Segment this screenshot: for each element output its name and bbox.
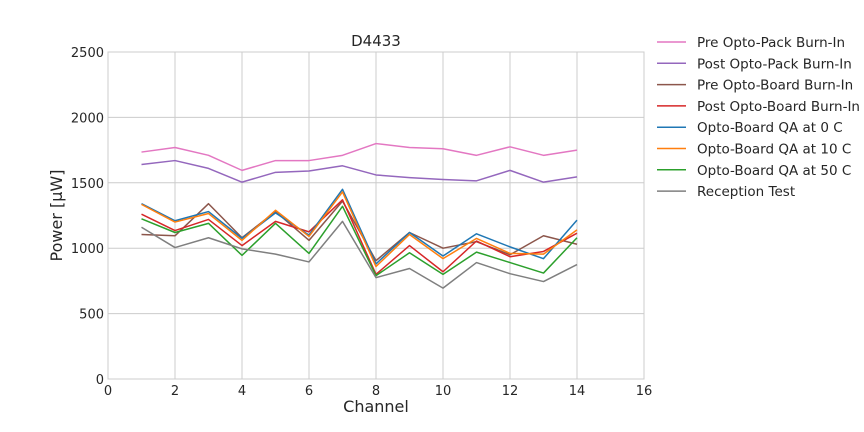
legend: Pre Opto-Pack Burn-In Post Opto-Pack Burn… <box>657 35 860 200</box>
x-tick-label: 4 <box>238 384 246 399</box>
legend-label: Opto-Board QA at 50 C <box>697 163 851 179</box>
x-axis-ticks: 0 2 4 6 8 10 12 14 16 <box>104 384 652 399</box>
legend-label: Pre Opto-Board Burn-In <box>697 78 853 94</box>
series-line <box>141 205 578 277</box>
series-line <box>141 142 578 172</box>
y-tick-label: 500 <box>79 308 104 323</box>
series-line <box>141 191 578 268</box>
chart-title: D4433 <box>351 32 401 50</box>
x-axis-label: Channel <box>343 397 409 416</box>
series-layer <box>141 142 578 289</box>
grid-lines <box>107 51 645 380</box>
y-tick-label: 2500 <box>71 46 104 61</box>
series-line <box>141 199 578 276</box>
legend-label: Pre Opto-Pack Burn-In <box>697 35 845 51</box>
x-tick-label: 14 <box>569 384 586 399</box>
series-line <box>141 188 578 265</box>
series-line <box>141 159 578 183</box>
x-tick-label: 8 <box>372 384 380 399</box>
legend-label: Opto-Board QA at 10 C <box>697 142 851 158</box>
y-axis-label: Power [µW] <box>47 170 66 262</box>
x-tick-label: 6 <box>305 384 313 399</box>
y-tick-label: 1000 <box>71 242 104 257</box>
x-tick-label: 0 <box>104 384 112 399</box>
y-tick-label: 1500 <box>71 177 104 192</box>
y-tick-label: 0 <box>96 373 104 388</box>
x-tick-label: 12 <box>502 384 519 399</box>
legend-label: Post Opto-Pack Burn-In <box>697 56 852 72</box>
plot-area <box>107 51 645 380</box>
y-axis-ticks: 0 500 1000 1500 2000 2500 <box>71 46 104 388</box>
legend-label: Reception Test <box>697 184 795 200</box>
y-tick-label: 2000 <box>71 111 104 126</box>
x-tick-label: 2 <box>171 384 179 399</box>
legend-label: Opto-Board QA at 0 C <box>697 120 843 136</box>
x-tick-label: 10 <box>435 384 452 399</box>
series-line <box>141 220 578 289</box>
legend-label: Post Opto-Board Burn-In <box>697 99 860 115</box>
x-tick-label: 16 <box>636 384 653 399</box>
